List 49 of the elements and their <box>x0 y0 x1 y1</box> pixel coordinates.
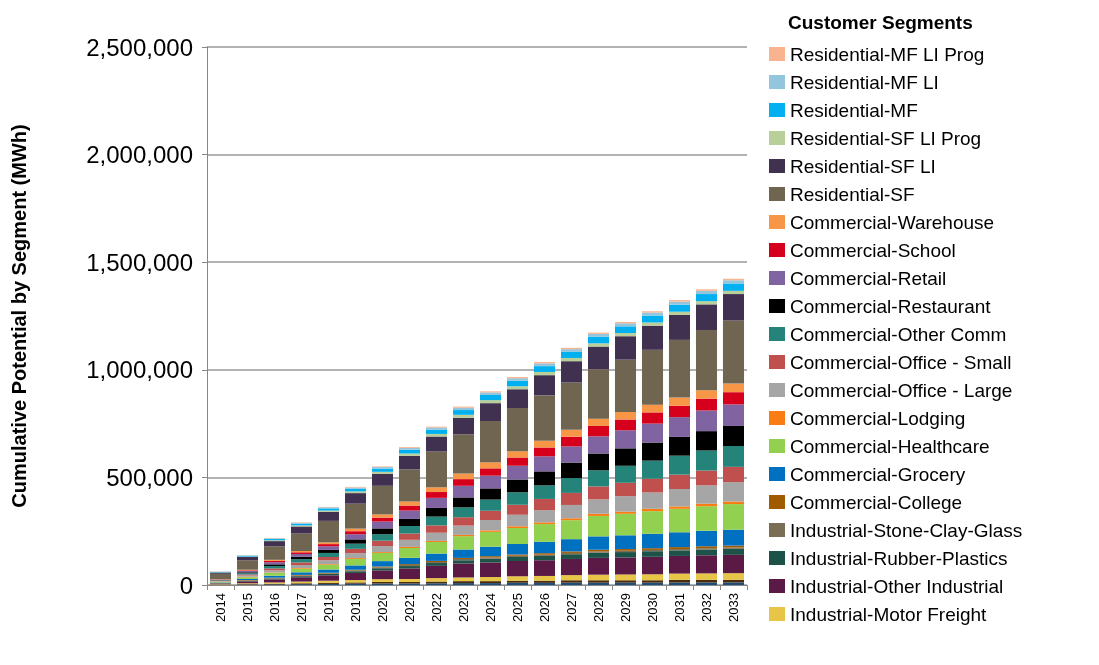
legend-label: Commercial-Lodging <box>790 407 966 429</box>
x-tick-label: 2030 <box>645 593 660 622</box>
x-tick-label: 2019 <box>348 593 363 622</box>
x-tick-label: 2028 <box>591 593 606 622</box>
legend-label: Residential-SF LI Prog <box>790 127 982 149</box>
legend-label: Residential-MF LI Prog <box>790 43 985 65</box>
legend-label: Industrial-Other Industrial <box>790 575 1004 597</box>
legend-label: Commercial-Grocery <box>790 463 966 485</box>
x-tick-label: 2024 <box>483 593 498 622</box>
y-axis-title: Cumulative Potential by Segment (MWh) <box>8 124 30 508</box>
legend-label: Commercial-Restaurant <box>790 295 992 317</box>
x-tick-label: 2023 <box>456 593 471 622</box>
legend-label: Residential-MF <box>790 99 918 121</box>
legend-label: Commercial-Warehouse <box>790 211 995 233</box>
y-tick-label: 0 <box>179 571 193 599</box>
y-tick-label: 1,000,000 <box>86 356 193 384</box>
x-tick-label: 2027 <box>564 593 579 622</box>
legend-label: Commercial-Healthcare <box>790 435 990 457</box>
y-tick-label: 1,500,000 <box>86 248 193 276</box>
x-tick-label: 2016 <box>267 593 282 622</box>
x-tick-label: 2018 <box>321 593 336 622</box>
legend-label: Industrial-Rubber-Plastics <box>790 547 1008 569</box>
y-tick-label: 500,000 <box>106 463 193 491</box>
x-tick-label: 2021 <box>402 593 417 622</box>
y-tick-label: 2,000,000 <box>86 141 193 169</box>
x-tick-label: 2014 <box>213 593 228 622</box>
legend-label: Residential-SF <box>790 183 915 205</box>
legend-label: Industrial-Motor Freight <box>790 603 988 625</box>
x-tick-label: 2015 <box>240 593 255 622</box>
y-tick-label: 2,500,000 <box>86 33 193 61</box>
legend-label: Commercial-Other Comm <box>790 323 1007 345</box>
x-tick-label: 2017 <box>294 593 309 622</box>
legend-label: Commercial-Office - Large <box>790 379 1013 401</box>
x-tick-label: 2033 <box>726 593 741 622</box>
legend-label: Commercial-Office - Small <box>790 351 1012 373</box>
legend-label: Commercial-Retail <box>790 267 947 289</box>
legend-label: Commercial-College <box>790 491 963 513</box>
x-tick-label: 2026 <box>537 593 552 622</box>
legend-label: Residential-SF LI <box>790 155 936 177</box>
legend-label: Commercial-School <box>790 239 956 261</box>
x-tick-label: 2025 <box>510 593 525 622</box>
legend-label: Residential-MF LI <box>790 71 939 93</box>
x-tick-label: 2020 <box>375 593 390 622</box>
x-tick-label: 2029 <box>618 593 633 622</box>
x-tick-label: 2032 <box>699 593 714 622</box>
x-tick-label: 2031 <box>672 593 687 622</box>
legend-title: Customer Segments <box>788 12 973 33</box>
x-tick-label: 2022 <box>429 593 444 622</box>
legend-label: Industrial-Stone-Clay-Glass <box>790 519 1023 541</box>
